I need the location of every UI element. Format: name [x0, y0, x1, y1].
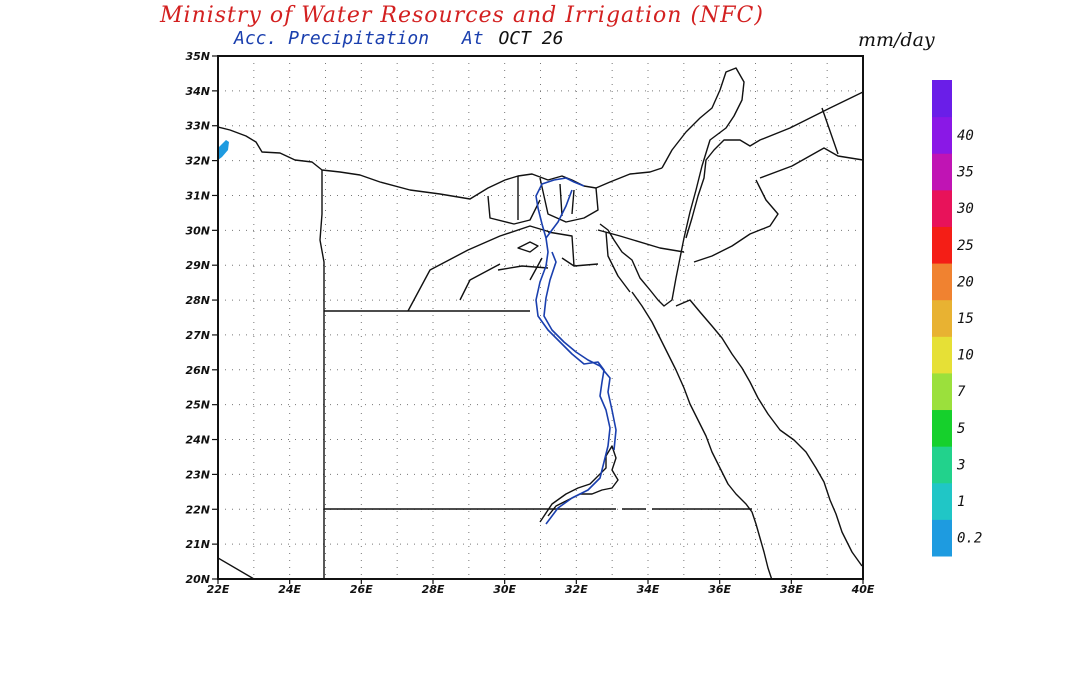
lon-label: 36E — [708, 583, 731, 596]
legend-label: 10 — [957, 348, 974, 364]
map-features — [218, 67, 863, 579]
axis-ticks — [212, 55, 864, 584]
legend-label: 1 — [957, 494, 965, 510]
legend-swatch — [932, 153, 952, 191]
lat-label: 23N — [185, 468, 210, 481]
lat-label: 25N — [185, 399, 210, 412]
precipitation-patch — [218, 140, 229, 160]
subtitle-product: Acc. Precipitation — [234, 28, 430, 49]
units-label: mm/day — [858, 29, 935, 51]
legend-swatch — [932, 372, 952, 411]
lon-label: 24E — [278, 583, 301, 596]
legend-label: 0.2 — [957, 531, 982, 547]
nile-river-east — [543, 251, 617, 451]
lon-label: 26E — [350, 583, 373, 596]
lon-label: 30E — [493, 583, 516, 596]
lon-label: 40E — [851, 583, 875, 596]
legend-label: 15 — [957, 311, 974, 327]
red-sea-west-coast — [631, 291, 773, 579]
map-frame — [217, 55, 864, 580]
governorate-boundaries — [407, 176, 685, 312]
lat-label: 22N — [185, 503, 210, 516]
legend-label: 5 — [957, 421, 965, 437]
lat-label: 30N — [185, 224, 210, 237]
lon-label: 22E — [207, 583, 230, 596]
subtitle-at: At — [461, 28, 484, 49]
lon-label: 32E — [565, 583, 588, 596]
lat-label: 24N — [185, 434, 210, 447]
libya-egypt-border — [319, 170, 325, 579]
legend-swatch — [932, 80, 952, 118]
lake-nasser — [539, 445, 619, 523]
legend-swatch — [932, 189, 952, 227]
lat-label: 29N — [185, 259, 210, 272]
chad-sudan-border — [218, 557, 255, 579]
legend-swatch — [932, 482, 952, 520]
nile-delta-branch — [545, 189, 573, 239]
legend-swatch — [932, 263, 952, 301]
nile-river — [535, 177, 611, 525]
chart-subtitle: Acc. Precipitation At OCT 26 — [234, 28, 563, 49]
legend-swatch — [932, 519, 952, 557]
legend-label: 20 — [957, 274, 974, 290]
lat-label: 20N — [185, 573, 210, 586]
red-sea-east-coast — [675, 299, 863, 567]
legend-label: 35 — [956, 165, 974, 181]
lat-label: 34N — [185, 85, 210, 98]
lat-label: 31N — [185, 189, 210, 202]
legend-label: 3 — [956, 457, 965, 473]
lat-label: 21N — [185, 538, 210, 551]
legend-label: 40 — [957, 128, 974, 144]
longitude-labels: 22E 24E 26E 28E 30E 32E 34E 36E 38E 40E — [207, 583, 875, 596]
lat-label: 26N — [185, 364, 210, 377]
lon-label: 28E — [422, 583, 445, 596]
legend-label: 25 — [957, 238, 974, 254]
chart-title: Ministry of Water Resources and Irrigati… — [160, 3, 764, 28]
lat-label: 28N — [185, 294, 210, 307]
aqaba-coastline — [685, 91, 863, 239]
legend-swatch — [932, 446, 952, 484]
subtitle-date: OCT 26 — [498, 28, 564, 49]
lat-label: 35N — [185, 50, 210, 63]
lat-label: 33N — [185, 120, 210, 133]
arabia-boundaries — [693, 107, 863, 263]
lon-label: 38E — [780, 583, 803, 596]
lat-label: 27N — [185, 329, 210, 342]
sinai-coastline — [599, 67, 745, 307]
legend-label: 30 — [956, 201, 974, 217]
lat-lon-grid — [218, 56, 863, 579]
lon-label: 34E — [637, 583, 660, 596]
lat-label: 32N — [185, 155, 210, 168]
legend-swatch — [932, 226, 952, 264]
mediterranean-coastline — [218, 126, 663, 200]
latitude-labels: 35N 34N 33N 32N 31N 30N 29N 28N 27N 26N 25N 24N 23N 2… — [185, 50, 210, 586]
legend-label: 7 — [957, 384, 966, 400]
legend-swatch — [932, 299, 952, 337]
legend-swatch — [932, 116, 952, 154]
legend-swatch — [932, 409, 952, 447]
lake-qarun — [517, 241, 539, 253]
legend-swatch — [932, 336, 952, 374]
